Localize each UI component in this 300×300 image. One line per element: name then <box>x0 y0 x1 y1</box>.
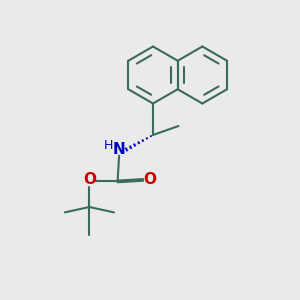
Text: N: N <box>113 142 125 157</box>
Text: H: H <box>104 139 114 152</box>
Text: O: O <box>83 172 96 187</box>
Text: O: O <box>143 172 156 187</box>
